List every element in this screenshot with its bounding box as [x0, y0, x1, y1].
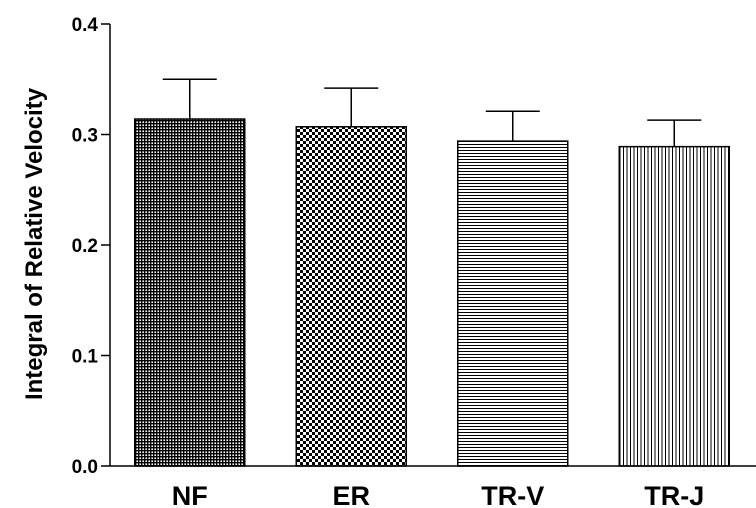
x-tick-label-tr-j: TR-J: [644, 481, 704, 508]
x-tick-label-tr-v: TR-V: [481, 481, 544, 508]
bar-tr-v: [457, 140, 569, 467]
y-axis-ticks: 0.0 0.1 0.2 0.3 0.4: [72, 15, 110, 478]
x-tick-label-nf: NF: [172, 481, 208, 508]
bar-nf: [134, 118, 246, 467]
y-tick-label: 0.0: [72, 457, 98, 478]
y-tick-label: 0.1: [72, 347, 99, 368]
x-axis-labels: NF ER TR-V TR-J: [172, 481, 705, 508]
x-tick-label-er: ER: [332, 481, 370, 508]
y-axis-title: Integral of Relative Velocity: [21, 87, 48, 400]
y-tick-label: 0.2: [72, 236, 98, 257]
y-tick-label: 0.3: [72, 126, 98, 147]
y-tick-label: 0.4: [72, 15, 99, 36]
bars: [134, 78, 730, 467]
bar-er: [295, 126, 407, 467]
bar-tr-j: [618, 145, 730, 467]
